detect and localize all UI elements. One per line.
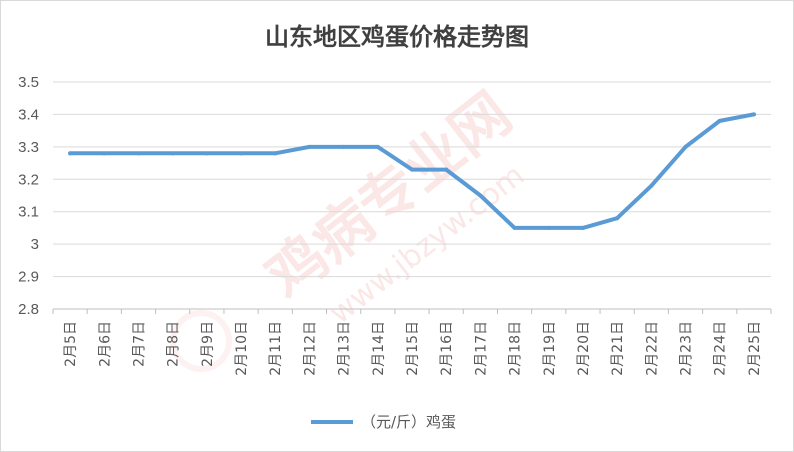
data-point (444, 167, 449, 172)
data-point (307, 144, 312, 149)
x-tick-label: 2月6日 (97, 321, 113, 367)
x-tick-label: 2月12日 (302, 321, 318, 376)
x-tick-label: 2月16日 (439, 321, 455, 376)
y-tick-label: 3.4 (18, 106, 39, 123)
x-tick-label: 2月25日 (747, 321, 763, 376)
y-tick-label: 3.5 (18, 74, 39, 91)
x-tick-label: 2月9日 (200, 321, 216, 367)
x-tick-label: 2月24日 (713, 321, 729, 376)
data-point (239, 151, 244, 156)
x-tick-label: 2月11日 (268, 321, 284, 376)
x-tick-label: 2月18日 (508, 321, 524, 376)
data-point (751, 112, 756, 117)
x-tick-label: 2月8日 (166, 321, 182, 367)
y-tick-label: 3.2 (18, 171, 39, 188)
y-tick-label: 3 (31, 236, 39, 253)
x-tick-label: 2月22日 (644, 321, 660, 376)
chart-title: 山东地区鸡蛋价格走势图 (265, 22, 529, 51)
data-point (512, 225, 517, 230)
x-tick-label: 2月10日 (234, 321, 250, 376)
x-tick-label: 2月19日 (542, 321, 558, 376)
x-tick-label: 2月15日 (405, 321, 421, 376)
x-tick-label: 2月20日 (576, 321, 592, 376)
watermark-logo-icon (170, 310, 232, 372)
legend-label: （元/斤）鸡蛋 (361, 413, 456, 431)
data-point (136, 151, 141, 156)
data-point (341, 144, 346, 149)
y-tick-label: 3.3 (18, 139, 39, 156)
data-point (546, 225, 551, 230)
data-point (375, 144, 380, 149)
x-tick-label: 2月23日 (679, 321, 695, 376)
data-point (580, 225, 585, 230)
data-point (68, 151, 73, 156)
data-point (478, 193, 483, 198)
data-point (204, 151, 209, 156)
x-tick-label: 2月13日 (337, 321, 353, 376)
y-tick-label: 2.9 (18, 269, 39, 286)
y-tick-label: 2.8 (18, 301, 39, 318)
data-point (717, 118, 722, 123)
y-tick-label: 3.1 (18, 204, 39, 221)
data-point (170, 151, 175, 156)
x-tick-label: 2月7日 (131, 321, 147, 367)
x-tick-label: 2月21日 (610, 321, 626, 376)
data-point (410, 167, 414, 172)
data-point (273, 151, 278, 156)
x-tick-label: 2月5日 (63, 321, 79, 367)
x-tick-label: 2月14日 (371, 321, 387, 376)
data-point (615, 216, 620, 221)
data-point (649, 183, 654, 188)
data-point (683, 144, 688, 149)
data-point (102, 151, 107, 156)
x-tick-label: 2月17日 (473, 321, 489, 376)
